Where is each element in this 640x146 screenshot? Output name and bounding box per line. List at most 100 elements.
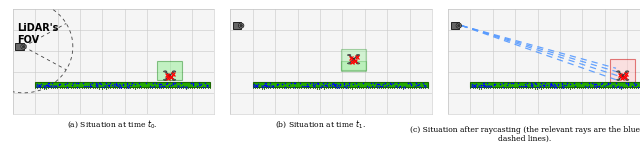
Point: [188, 84, 198, 86]
Ellipse shape: [356, 63, 360, 64]
Point: [31, 83, 42, 85]
Point: [557, 85, 567, 87]
Point: [102, 83, 113, 86]
Bar: [470, 82, 640, 87]
Point: [376, 84, 387, 87]
Bar: [341, 49, 366, 70]
Point: [97, 85, 107, 88]
Point: [130, 83, 140, 85]
Point: [258, 85, 268, 88]
Point: [87, 81, 97, 84]
Point: [627, 85, 637, 87]
Ellipse shape: [348, 63, 351, 64]
Point: [545, 85, 555, 87]
Point: [124, 83, 134, 86]
Point: [122, 82, 132, 85]
Point: [635, 82, 640, 85]
Point: [154, 85, 164, 87]
Point: [330, 85, 340, 87]
Point: [313, 83, 323, 86]
Point: [595, 85, 605, 87]
Point: [151, 82, 161, 85]
Bar: [451, 22, 459, 29]
Point: [303, 85, 313, 87]
Point: [395, 85, 405, 88]
Point: [623, 83, 634, 85]
Ellipse shape: [625, 79, 629, 80]
Point: [586, 82, 596, 85]
Point: [164, 85, 174, 87]
Point: [81, 84, 91, 87]
Point: [358, 82, 369, 84]
Text: (c) Situation after raycasting (the relevant rays are the blue
dashed lines).: (c) Situation after raycasting (the rele…: [410, 126, 640, 143]
Circle shape: [239, 23, 244, 28]
Point: [415, 86, 426, 88]
Point: [339, 83, 349, 85]
Point: [589, 85, 599, 87]
Point: [373, 85, 383, 88]
Point: [612, 85, 623, 88]
Point: [141, 82, 151, 84]
Point: [103, 84, 113, 86]
Point: [479, 82, 489, 85]
Point: [489, 83, 499, 86]
Bar: [253, 82, 428, 87]
Point: [467, 83, 477, 85]
Point: [371, 85, 381, 87]
Point: [107, 84, 117, 86]
Point: [547, 84, 557, 86]
Point: [479, 85, 490, 87]
Point: [113, 85, 123, 87]
Point: [538, 83, 548, 86]
Circle shape: [240, 24, 243, 27]
Point: [72, 85, 82, 88]
Point: [576, 82, 586, 84]
Point: [95, 83, 106, 86]
Point: [262, 85, 272, 87]
Point: [289, 82, 299, 85]
Point: [518, 85, 529, 87]
Point: [366, 82, 376, 85]
Point: [289, 85, 300, 88]
Point: [413, 83, 424, 86]
Point: [364, 86, 374, 88]
Point: [54, 82, 65, 85]
Point: [122, 83, 132, 85]
Point: [503, 82, 513, 85]
Point: [200, 82, 210, 85]
Point: [339, 82, 349, 85]
Point: [159, 84, 169, 87]
Point: [314, 85, 324, 88]
Point: [529, 82, 540, 84]
Point: [584, 82, 594, 85]
Circle shape: [169, 75, 170, 77]
Point: [109, 85, 120, 87]
Point: [333, 85, 344, 88]
Point: [367, 85, 377, 87]
Point: [591, 85, 601, 88]
Point: [177, 86, 187, 88]
Point: [188, 83, 198, 85]
Point: [525, 82, 536, 84]
Point: [502, 84, 512, 86]
Point: [344, 84, 354, 86]
Point: [406, 84, 416, 86]
Point: [195, 84, 205, 86]
Point: [339, 85, 349, 87]
Point: [161, 82, 171, 85]
Point: [623, 84, 634, 86]
Point: [111, 84, 122, 86]
Point: [506, 82, 516, 85]
Point: [92, 83, 102, 86]
Point: [166, 84, 176, 86]
Point: [284, 84, 294, 86]
Point: [591, 82, 602, 85]
Ellipse shape: [625, 71, 629, 72]
Point: [369, 82, 379, 85]
Point: [514, 85, 524, 87]
Point: [520, 83, 530, 85]
Point: [196, 83, 206, 86]
Point: [629, 84, 639, 86]
Point: [112, 84, 122, 86]
Point: [305, 81, 315, 84]
